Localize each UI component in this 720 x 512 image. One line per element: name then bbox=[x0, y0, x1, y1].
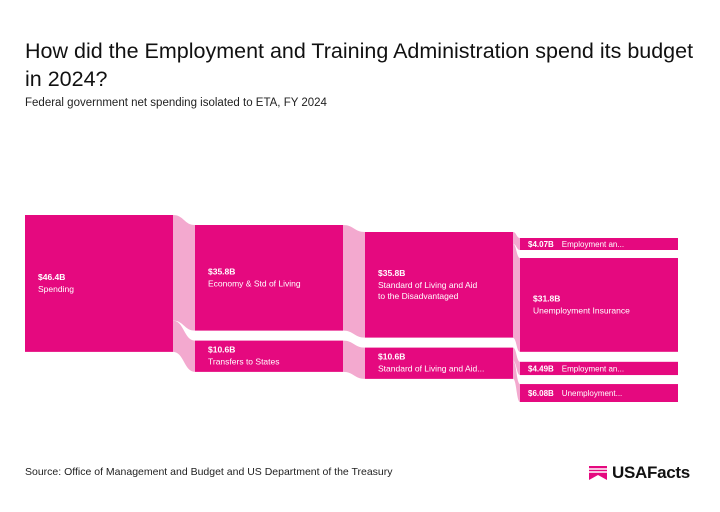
usafacts-logo[interactable]: USAFacts bbox=[588, 461, 690, 485]
sankey-link-stdliving2-emp2[interactable] bbox=[513, 347, 520, 376]
node-value-transfers: $10.6B bbox=[208, 345, 235, 355]
sankey-link-transfers-stdliving2[interactable] bbox=[343, 340, 365, 379]
sankey-node-ui2[interactable] bbox=[520, 384, 678, 402]
sankey-link-spending-transfers[interactable] bbox=[173, 320, 195, 372]
sankey-node-spending[interactable] bbox=[25, 215, 173, 352]
flag-icon bbox=[589, 466, 607, 480]
node-value-stdliving2: $10.6B bbox=[378, 352, 405, 362]
sankey-link-stdliving-emp1[interactable] bbox=[513, 232, 520, 251]
node-label-econ: Economy & Std of Living bbox=[208, 278, 301, 288]
node-label-ui2: $6.08B Unemployment... bbox=[528, 389, 622, 398]
chart-subtitle: Federal government net spending isolated… bbox=[25, 97, 327, 109]
node-label-transfers: Transfers to States bbox=[208, 357, 280, 367]
node-label-emp2: $4.49B Employment an... bbox=[528, 364, 624, 373]
node-value-ui1: $31.8B bbox=[533, 293, 560, 303]
sankey-node-emp1[interactable] bbox=[520, 238, 678, 251]
node-value-stdliving: $35.8B bbox=[378, 268, 405, 278]
source-note: Source: Office of Management and Budget … bbox=[25, 466, 393, 478]
sankey-node-econ[interactable] bbox=[195, 225, 343, 331]
node-label-stdliving: Standard of Living and Aid bbox=[378, 280, 478, 290]
sankey-node-stdliving[interactable] bbox=[365, 232, 513, 338]
sankey-node-ui1[interactable] bbox=[520, 258, 678, 352]
node-label-stdliving2: Standard of Living and Aid... bbox=[378, 364, 484, 374]
sankey-node-stdliving2[interactable] bbox=[365, 347, 513, 379]
sankey-link-stdliving-ui1[interactable] bbox=[513, 244, 520, 352]
node-value-spending: $46.4B bbox=[38, 272, 65, 282]
node-label-ui1: Unemployment Insurance bbox=[533, 305, 630, 315]
sankey-link-stdliving2-ui2[interactable] bbox=[513, 360, 520, 402]
sankey-node-emp2[interactable] bbox=[520, 361, 678, 376]
sankey-link-spending-econ[interactable] bbox=[173, 215, 195, 331]
node-label-emp1: $4.07B Employment an... bbox=[528, 240, 624, 249]
brand-name: USAFacts bbox=[612, 463, 690, 482]
node-label-stdliving: to the Disadvantaged bbox=[378, 291, 459, 301]
chart-title: How did the Employment and Training Admi… bbox=[25, 39, 694, 91]
sankey-node-transfers[interactable] bbox=[195, 340, 343, 372]
node-label-spending: Spending bbox=[38, 284, 74, 294]
node-value-econ: $35.8B bbox=[208, 266, 235, 276]
sankey-link-econ-stdliving[interactable] bbox=[343, 225, 365, 338]
